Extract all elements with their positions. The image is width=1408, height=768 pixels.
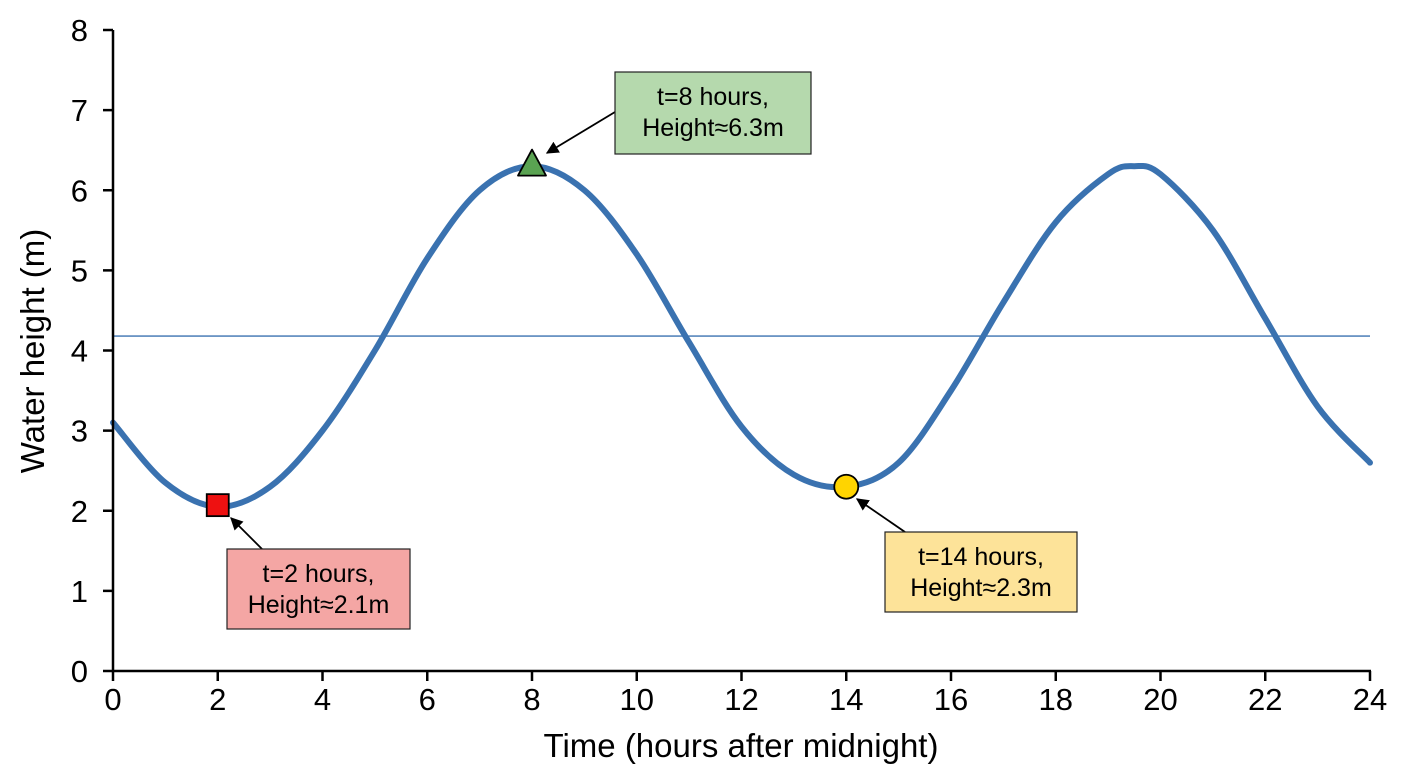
annotation-label: t=8 hours, bbox=[657, 83, 769, 111]
x-tick-label: 20 bbox=[1143, 682, 1177, 717]
annotation-label: Height≈6.3m bbox=[642, 114, 784, 142]
y-tick-label: 8 bbox=[71, 13, 88, 48]
annotation-arrows bbox=[230, 111, 906, 550]
annotation-arrow bbox=[855, 498, 906, 533]
x-tick-label: 16 bbox=[934, 682, 968, 717]
x-tick-label: 8 bbox=[523, 682, 540, 717]
markers bbox=[205, 148, 860, 518]
square-marker bbox=[205, 493, 230, 518]
x-tick-label: 0 bbox=[104, 682, 121, 717]
annotation-label: Height≈2.3m bbox=[910, 574, 1052, 602]
annotation-box: t=8 hours, Height≈6.3m bbox=[614, 71, 812, 155]
x-tick-label: 24 bbox=[1353, 682, 1387, 717]
annotation-box: t=2 hours, Height≈2.1m bbox=[226, 548, 411, 630]
y-tick-label: 2 bbox=[71, 494, 88, 529]
annotations: t=2 hours, Height≈2.1m t=8 hours, Height≈6.… bbox=[226, 71, 1078, 630]
annotation-label: t=2 hours, bbox=[263, 560, 375, 588]
x-tick-label: 10 bbox=[620, 682, 654, 717]
y-axis-title: Water height (m) bbox=[14, 229, 51, 474]
x-tick-label: 14 bbox=[829, 682, 863, 717]
x-tick-label: 2 bbox=[209, 682, 226, 717]
y-tick-label: 6 bbox=[71, 173, 88, 208]
y-tick-label: 0 bbox=[71, 654, 88, 689]
y-tick-label: 1 bbox=[71, 574, 88, 609]
annotation-label: Height≈2.1m bbox=[248, 591, 390, 619]
y-tick-label: 3 bbox=[71, 414, 88, 449]
annotation-arrow bbox=[230, 517, 263, 550]
series-line-0 bbox=[110, 162, 1373, 510]
series-layer bbox=[110, 162, 1373, 510]
x-tick-label: 22 bbox=[1248, 682, 1282, 717]
y-tick-label: 4 bbox=[71, 334, 88, 369]
x-tick-label: 6 bbox=[419, 682, 436, 717]
annotation-arrow bbox=[545, 111, 616, 154]
y-tick-label: 5 bbox=[71, 253, 88, 288]
x-axis-title: Time (hours after midnight) bbox=[544, 727, 939, 764]
y-tick-label: 7 bbox=[71, 93, 88, 128]
x-tick-label: 12 bbox=[724, 682, 758, 717]
triangle-marker bbox=[517, 148, 547, 177]
annotation-label: t=14 hours, bbox=[918, 543, 1044, 571]
x-tick-label: 18 bbox=[1039, 682, 1073, 717]
x-tick-label: 4 bbox=[314, 682, 331, 717]
annotation-box: t=14 hours, Height≈2.3m bbox=[884, 531, 1078, 613]
circle-marker bbox=[833, 473, 860, 500]
